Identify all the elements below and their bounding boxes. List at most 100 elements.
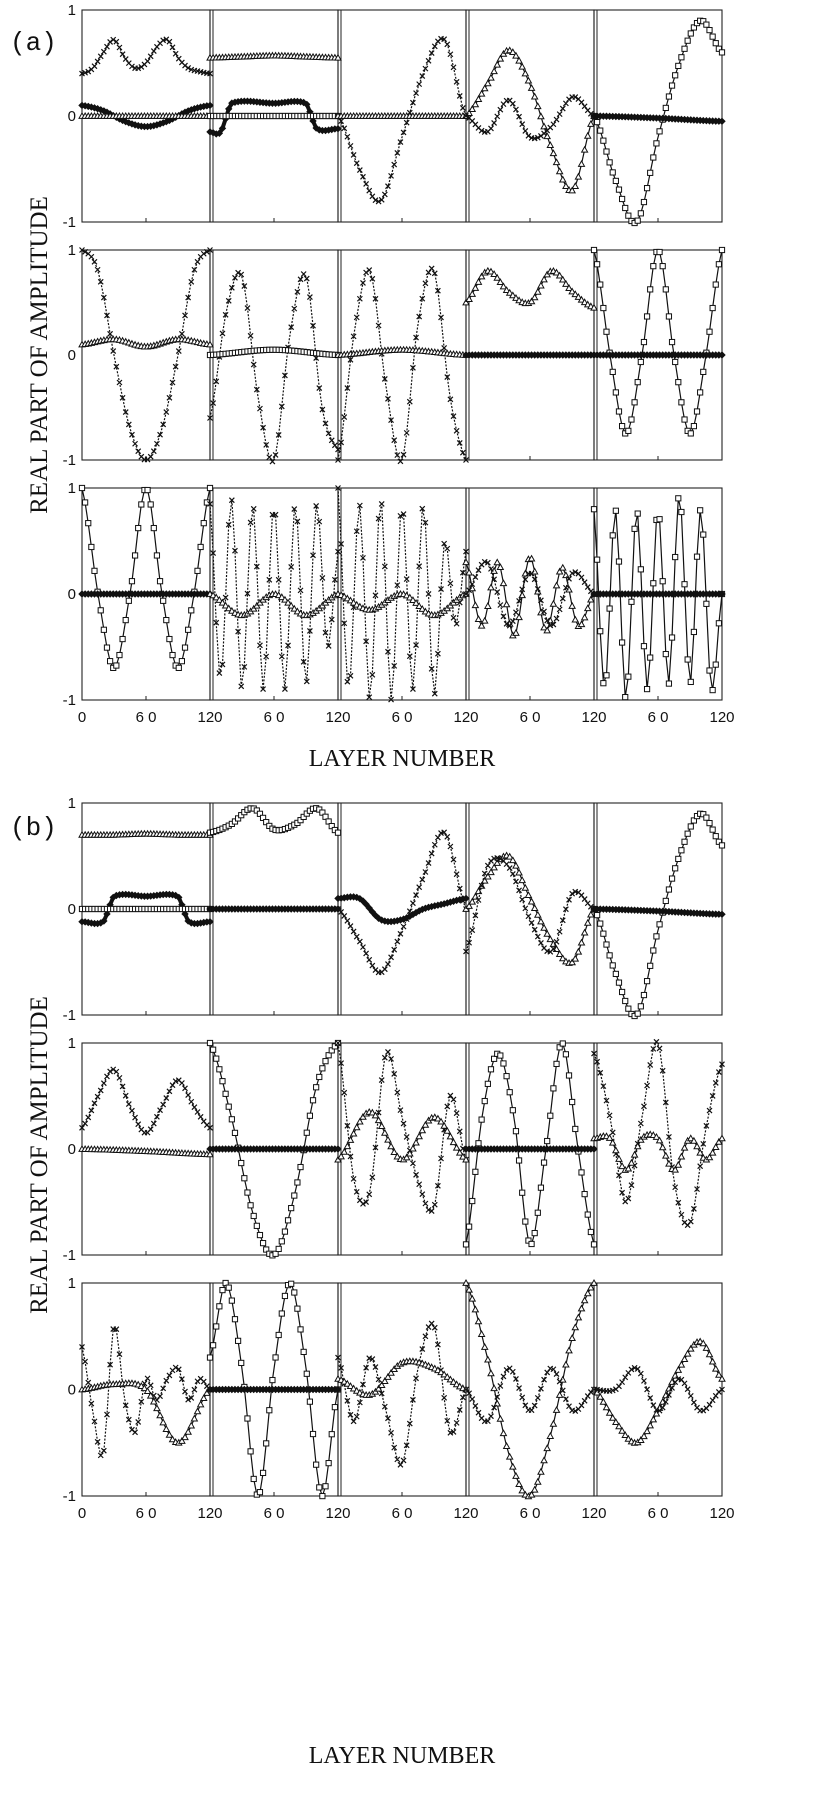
data-point [338, 118, 345, 125]
data-point [506, 1089, 513, 1096]
data-point [631, 525, 638, 532]
data-point [150, 48, 157, 54]
data-point [85, 1114, 92, 1121]
data-point [244, 1189, 251, 1196]
data-point [456, 885, 463, 892]
y-tick-label: 0 [68, 1382, 76, 1399]
data-point [565, 284, 573, 291]
data-point [459, 1152, 467, 1160]
data-point [587, 910, 595, 918]
x-tick-label: 6 0 [520, 709, 541, 726]
data-point [478, 882, 485, 889]
data-point [328, 616, 335, 623]
data-point [491, 1404, 498, 1411]
data-point [565, 1346, 573, 1354]
data-point [508, 856, 517, 864]
data-point [166, 1372, 173, 1379]
data-point [335, 457, 341, 463]
data-point [409, 596, 417, 604]
data-point [199, 1394, 208, 1402]
data-point [175, 664, 182, 671]
data-point [562, 279, 570, 287]
series-x [335, 485, 469, 703]
data-point [519, 586, 526, 593]
data-point [91, 1418, 98, 1425]
data-point [594, 119, 601, 126]
data-point [341, 913, 348, 919]
data-point [366, 267, 373, 273]
data-point [547, 1112, 554, 1119]
data-point [391, 662, 398, 669]
data-point [419, 1346, 426, 1352]
series-square [206, 1279, 342, 1500]
data-point [110, 36, 117, 43]
data-point [132, 1429, 138, 1436]
data-point [583, 918, 592, 926]
data-point [594, 912, 601, 919]
data-point [475, 897, 482, 903]
data-point [525, 913, 532, 920]
data-point [206, 918, 214, 926]
data-point [210, 550, 217, 556]
data-point [696, 1148, 704, 1156]
series-square [590, 246, 726, 437]
data-point [718, 49, 726, 56]
data-point [356, 1399, 363, 1406]
data-point [562, 906, 569, 913]
data-point [322, 420, 329, 427]
data-point [91, 258, 98, 265]
data-point [85, 520, 92, 527]
data-point [534, 1394, 541, 1401]
y-tick-label: 1 [68, 1275, 76, 1292]
data-point [496, 1414, 505, 1422]
data-point [150, 1120, 157, 1127]
data-point [468, 897, 477, 905]
data-point [546, 935, 555, 943]
data-point [419, 1191, 426, 1198]
data-point [537, 917, 545, 925]
data-point [256, 1231, 264, 1239]
data-point [138, 501, 145, 508]
data-point [678, 399, 685, 406]
data-point [487, 868, 495, 876]
data-point [556, 1378, 563, 1385]
data-point [375, 1376, 382, 1383]
data-point [522, 1218, 529, 1225]
data-point [82, 1358, 89, 1365]
y-tick-label: -1 [63, 452, 76, 469]
data-point [363, 950, 370, 957]
data-point [706, 328, 713, 335]
series-square [590, 17, 726, 227]
data-point [144, 58, 151, 65]
data-point [104, 43, 110, 50]
data-point [278, 1238, 285, 1245]
data-point [421, 1120, 430, 1128]
data-point [359, 1112, 367, 1120]
data-point [419, 876, 426, 883]
data-point [544, 1137, 551, 1145]
data-point [566, 96, 572, 103]
data-point [677, 1360, 686, 1368]
data-point [247, 519, 254, 526]
data-point [85, 1379, 92, 1386]
data-point [553, 116, 560, 123]
data-point [97, 53, 104, 60]
data-point [475, 1409, 482, 1416]
data-point [484, 559, 491, 566]
data-point [378, 1390, 385, 1397]
data-point [400, 451, 407, 458]
data-point [150, 448, 157, 455]
data-point [674, 1160, 683, 1168]
y-axis-label: REAL PART OF AMPLITUDE [26, 996, 53, 1314]
data-point [715, 838, 722, 845]
data-point [533, 102, 542, 110]
data-point [590, 1145, 598, 1153]
data-point [349, 1129, 358, 1137]
data-point [350, 928, 357, 935]
data-point [462, 558, 470, 566]
data-point [590, 303, 598, 311]
data-point [471, 1305, 480, 1313]
data-point [266, 454, 273, 461]
data-point [310, 552, 316, 559]
data-point [347, 1153, 354, 1160]
